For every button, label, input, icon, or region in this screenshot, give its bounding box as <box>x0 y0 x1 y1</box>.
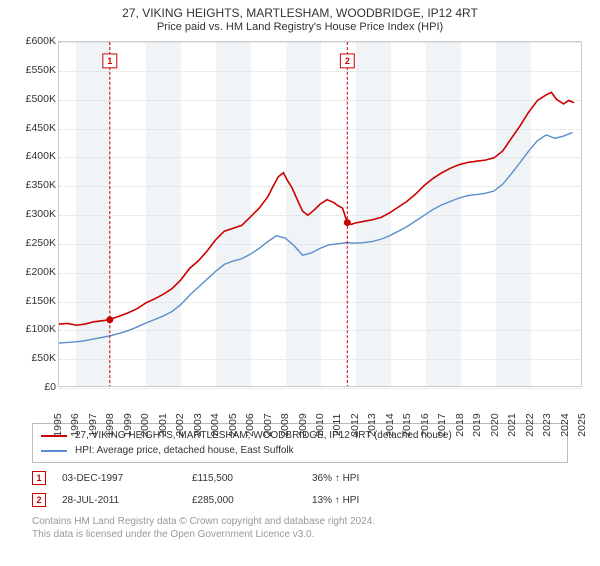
footer-line-1: Contains HM Land Registry data © Crown c… <box>32 515 568 528</box>
event-dot-1 <box>106 316 113 323</box>
y-tick-label: £0 <box>10 381 56 393</box>
series-line-property <box>59 92 574 325</box>
x-tick-label: 2014 <box>384 410 396 440</box>
x-tick-label: 1997 <box>87 410 99 440</box>
y-tick-label: £200K <box>10 266 56 278</box>
x-tick-label: 2024 <box>559 410 571 440</box>
x-tick-label: 2005 <box>227 410 239 440</box>
x-tick-label: 2023 <box>541 410 553 440</box>
x-tick-label: 2008 <box>279 410 291 440</box>
x-tick-label: 2015 <box>401 410 413 440</box>
x-tick-label: 2021 <box>506 410 518 440</box>
legend-row-hpi: HPI: Average price, detached house, East… <box>41 443 559 458</box>
x-tick-label: 2019 <box>471 410 483 440</box>
transaction-price: £285,000 <box>192 495 312 506</box>
x-tick-label: 2001 <box>157 410 169 440</box>
x-tick-label: 1996 <box>69 410 81 440</box>
x-tick-label: 2025 <box>576 410 588 440</box>
chart-svg: 12 <box>59 42 581 386</box>
x-tick-label: 2017 <box>436 410 448 440</box>
x-tick-label: 2004 <box>209 410 221 440</box>
x-tick-label: 2003 <box>192 410 204 440</box>
transaction-marker-2: 2 <box>32 493 46 507</box>
y-tick-label: £350K <box>10 179 56 191</box>
x-tick-label: 2007 <box>262 410 274 440</box>
x-tick-label: 2010 <box>314 410 326 440</box>
transaction-date: 28-JUL-2011 <box>62 495 192 506</box>
y-tick-label: £400K <box>10 150 56 162</box>
series-line-hpi <box>59 133 572 343</box>
footer: Contains HM Land Registry data © Crown c… <box>32 515 568 541</box>
y-tick-label: £100K <box>10 323 56 335</box>
transaction-date: 03-DEC-1997 <box>62 473 192 484</box>
y-tick-label: £600K <box>10 35 56 47</box>
x-tick-label: 2018 <box>454 410 466 440</box>
x-tick-label: 2011 <box>331 410 343 440</box>
transaction-price: £115,500 <box>192 473 312 484</box>
x-tick-label: 2016 <box>419 410 431 440</box>
footer-line-2: This data is licensed under the Open Gov… <box>32 528 568 541</box>
chart-container: 12 £0£50K£100K£150K£200K£250K£300K£350K£… <box>10 37 590 417</box>
y-tick-label: £50K <box>10 352 56 364</box>
legend-swatch-hpi <box>41 450 67 452</box>
x-tick-label: 2000 <box>139 410 151 440</box>
y-tick-label: £300K <box>10 208 56 220</box>
y-gridline <box>59 388 581 389</box>
x-tick-label: 2006 <box>244 410 256 440</box>
x-tick-label: 1995 <box>52 410 64 440</box>
plot-area: 12 <box>58 41 582 387</box>
chart-title: 27, VIKING HEIGHTS, MARTLESHAM, WOODBRID… <box>0 6 600 20</box>
x-tick-label: 2013 <box>366 410 378 440</box>
y-tick-label: £150K <box>10 295 56 307</box>
x-tick-label: 2002 <box>174 410 186 440</box>
event-dot-2 <box>344 219 351 226</box>
chart-subtitle: Price paid vs. HM Land Registry's House … <box>0 21 600 33</box>
y-tick-label: £550K <box>10 64 56 76</box>
y-tick-label: £250K <box>10 237 56 249</box>
x-tick-label: 1998 <box>104 410 116 440</box>
y-tick-label: £450K <box>10 122 56 134</box>
event-marker-label-2: 2 <box>345 56 350 66</box>
y-tick-label: £500K <box>10 93 56 105</box>
transaction-row: 2 28-JUL-2011 £285,000 13% ↑ HPI <box>32 489 568 511</box>
x-tick-label: 1999 <box>122 410 134 440</box>
x-tick-label: 2022 <box>524 410 536 440</box>
x-tick-label: 2020 <box>489 410 501 440</box>
transaction-table: 1 03-DEC-1997 £115,500 36% ↑ HPI 2 28-JU… <box>32 467 568 511</box>
transaction-delta: 36% ↑ HPI <box>312 473 422 484</box>
transaction-delta: 13% ↑ HPI <box>312 495 422 506</box>
transaction-marker-1: 1 <box>32 471 46 485</box>
event-marker-label-1: 1 <box>107 56 112 66</box>
x-tick-label: 2009 <box>297 410 309 440</box>
transaction-row: 1 03-DEC-1997 £115,500 36% ↑ HPI <box>32 467 568 489</box>
x-tick-label: 2012 <box>349 410 361 440</box>
legend-label-hpi: HPI: Average price, detached house, East… <box>75 445 294 456</box>
